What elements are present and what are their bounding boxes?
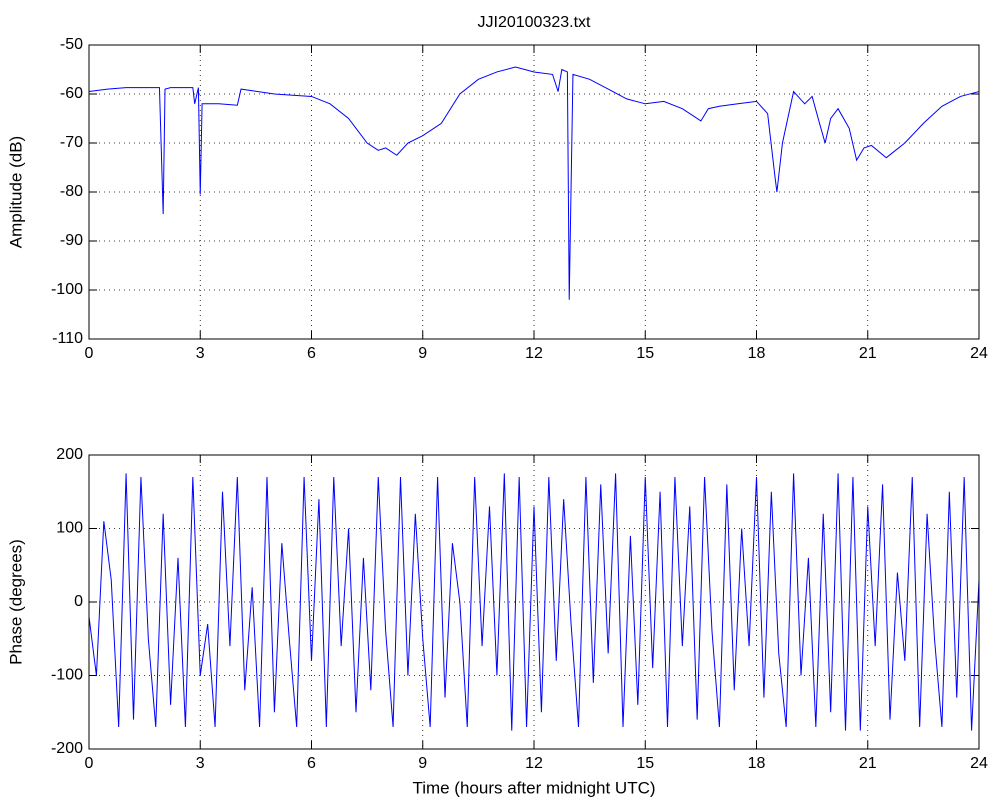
- x-tick-label: 21: [859, 345, 877, 362]
- x-tick-label: 21: [859, 755, 877, 772]
- x-tick-label: 12: [525, 345, 543, 362]
- y-tick-label: -200: [51, 740, 83, 757]
- x-tick-label: 15: [636, 345, 654, 362]
- data-line: [88, 473, 980, 731]
- x-tick-label: 9: [418, 345, 427, 362]
- data-line: [88, 66, 980, 300]
- y-tick-label: -80: [60, 183, 83, 200]
- x-tick-label: 15: [636, 755, 654, 772]
- chart-title: JJI20100323.txt: [478, 14, 592, 31]
- x-tick-label: 18: [748, 755, 766, 772]
- x-tick-label: 12: [525, 755, 543, 772]
- x-tick-label: 6: [307, 345, 316, 362]
- x-tick-label: 0: [85, 755, 94, 772]
- y-tick-label: -50: [60, 36, 83, 53]
- x-tick-label: 3: [196, 755, 205, 772]
- y-tick-label: -100: [51, 281, 83, 298]
- y-tick-label: -70: [60, 134, 83, 151]
- y-tick-label: -60: [60, 85, 83, 102]
- x-tick-label: 9: [418, 755, 427, 772]
- y-axis-label: Phase (degrees): [6, 539, 25, 665]
- y-tick-label: -100: [51, 667, 83, 684]
- x-tick-label: 24: [970, 755, 988, 772]
- x-tick-label: 18: [748, 345, 766, 362]
- x-tick-label: 0: [85, 345, 94, 362]
- x-axis-label: Time (hours after midnight UTC): [412, 778, 655, 797]
- y-tick-label: -90: [60, 232, 83, 249]
- plot-frame: [88, 44, 980, 340]
- x-tick-label: 6: [307, 755, 316, 772]
- y-axis-label: Amplitude (dB): [6, 136, 25, 248]
- y-tick-label: -110: [52, 330, 83, 347]
- plot-frame: [88, 454, 980, 750]
- y-tick-label: 200: [56, 446, 83, 463]
- y-tick-label: 100: [56, 520, 83, 537]
- y-tick-label: 0: [74, 593, 83, 610]
- x-tick-label: 24: [970, 345, 988, 362]
- x-tick-label: 3: [196, 345, 205, 362]
